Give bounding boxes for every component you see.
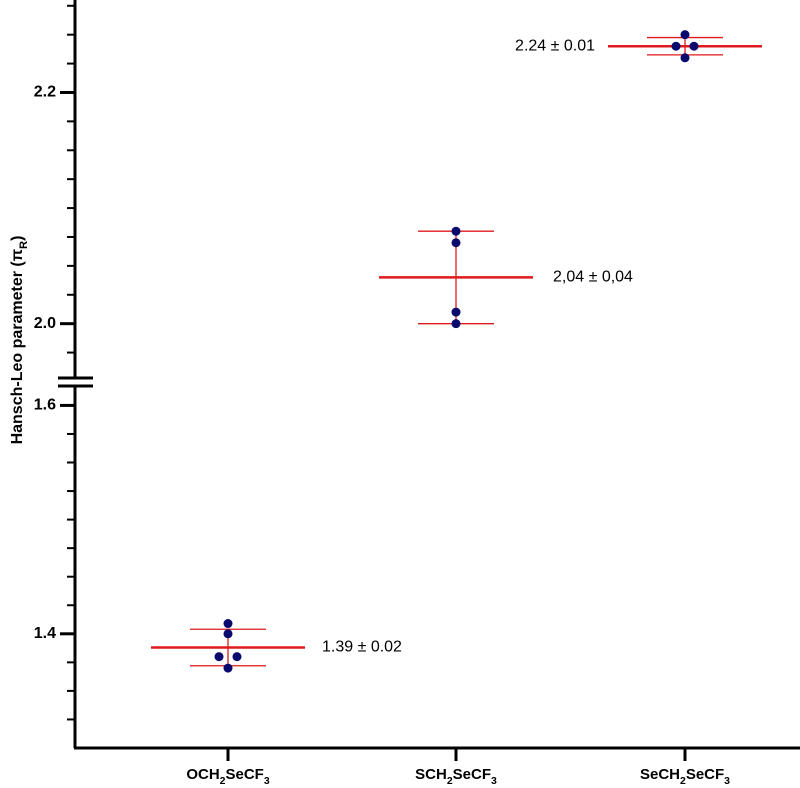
data-point — [451, 307, 461, 317]
text-part: Hansch-Leo parameter (π — [9, 249, 26, 444]
subscript: R — [18, 241, 30, 249]
text-part: OCH — [186, 766, 219, 783]
data-point — [223, 663, 233, 673]
value-label: 2,04 ± 0,04 — [553, 269, 633, 286]
subscript: 2 — [220, 775, 226, 787]
data-point — [232, 652, 242, 662]
data-point — [671, 41, 681, 51]
text-part: SeCF — [453, 766, 491, 783]
data-point — [451, 226, 461, 236]
data-point — [451, 238, 461, 248]
subscript: 3 — [724, 775, 730, 787]
data-point — [689, 41, 699, 51]
y-axis-title: Hansch-Leo parameter (πR) — [9, 236, 30, 445]
text-part: SeCF — [226, 766, 264, 783]
subscript: 2 — [447, 775, 453, 787]
y-tick-label: 2.2 — [34, 84, 56, 101]
x-tick-label: SCH2SeCF3 — [415, 766, 497, 787]
subscript: 3 — [264, 775, 270, 787]
value-label: 1.39 ± 0.02 — [322, 639, 402, 656]
x-tick-label: SeCH2SeCF3 — [640, 766, 730, 787]
data-point — [223, 619, 233, 629]
y-tick-label: 1.4 — [34, 625, 56, 642]
subscript: 2 — [680, 775, 686, 787]
data-point — [451, 319, 461, 329]
data-point — [214, 652, 224, 662]
subscript: 3 — [491, 775, 497, 787]
y-tick-label: 2.0 — [34, 315, 56, 332]
text-part: ) — [9, 236, 26, 241]
value-label: 2.24 ± 0.01 — [515, 37, 595, 54]
text-part: SeCF — [686, 766, 724, 783]
data-point — [223, 629, 233, 639]
x-tick-label: OCH2SeCF3 — [186, 766, 270, 787]
text-part: SCH — [415, 766, 447, 783]
y-tick-label: 1.6 — [34, 397, 56, 414]
data-point — [680, 53, 690, 63]
text-part: SeCH — [640, 766, 680, 783]
data-point — [680, 30, 690, 40]
